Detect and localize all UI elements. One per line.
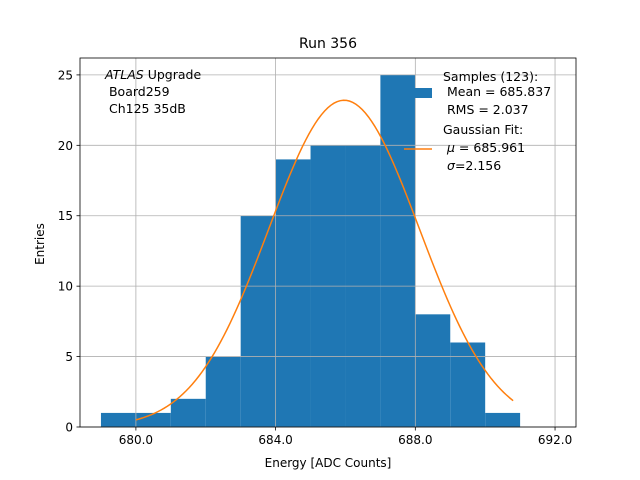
histogram-bar: [275, 159, 311, 427]
y-tick-label: 25: [58, 68, 73, 82]
atlas-annotation-line-1: ATLAS Upgrade: [104, 67, 201, 82]
legend-samples-rms: RMS = 2.037: [443, 102, 529, 117]
x-tick-label: 688.0: [398, 433, 432, 447]
chart-title: Run 356: [299, 36, 357, 52]
histogram-bar: [485, 412, 521, 427]
channel-annotation: Ch125 35dB: [105, 101, 186, 116]
legend-fit-sigma: σ=2.156: [447, 158, 501, 173]
x-axis-label: Energy [ADC Counts]: [265, 456, 392, 470]
x-tick-label: 692.0: [538, 433, 572, 447]
legend-samples-title: Samples (123):: [443, 69, 538, 84]
histogram-bar: [135, 412, 171, 427]
histogram-bar: [415, 314, 451, 427]
y-tick-label: 0: [65, 421, 73, 435]
atlas-label: ATLAS: [104, 67, 144, 82]
histogram-bar: [450, 342, 486, 427]
axis-ticks: 680.0 684.0 688.0 692.0 0 5 10 15 20 25: [58, 68, 573, 447]
histogram-bar: [205, 356, 241, 427]
gaussian-fit-curve: [135, 99, 514, 421]
mu-value: = 685.961: [455, 140, 525, 155]
sigma-value: =2.156: [455, 158, 501, 173]
y-tick-label: 15: [58, 209, 73, 223]
legend-samples-swatch: [404, 88, 432, 98]
histogram-bar: [100, 412, 136, 427]
y-tick-label: 20: [58, 139, 73, 153]
sigma-symbol: σ: [447, 158, 456, 173]
y-tick-label: 5: [65, 350, 73, 364]
y-tick-label: 10: [58, 280, 73, 294]
histogram-bar: [170, 398, 206, 427]
axes-frame: [79, 57, 577, 428]
legend-fit-title: Gaussian Fit:: [443, 122, 523, 137]
legend: Samples (123): Mean = 685.837 RMS = 2.03…: [404, 69, 551, 173]
legend-samples-mean: Mean = 685.837: [443, 84, 551, 99]
x-tick-label: 680.0: [119, 433, 153, 447]
histogram-bar: [240, 215, 276, 427]
histogram-bar: [380, 74, 416, 428]
y-axis-label: Entries: [33, 223, 47, 265]
mu-symbol: μ: [446, 140, 455, 155]
plot-axes: [79, 57, 577, 428]
upgrade-label: Upgrade: [144, 67, 202, 82]
x-tick-label: 684.0: [258, 433, 292, 447]
board-annotation: Board259: [105, 84, 170, 99]
legend-fit-mu: μ = 685.961: [446, 140, 525, 155]
